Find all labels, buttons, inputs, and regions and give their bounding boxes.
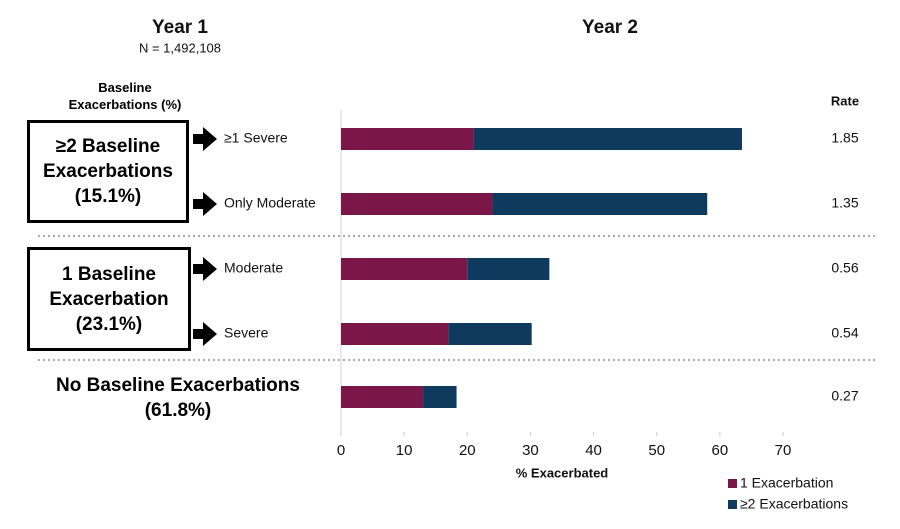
header-left-sub: N = 1,492,108 — [139, 40, 221, 55]
x-tick-label: 40 — [585, 442, 602, 459]
bar-segment — [341, 193, 493, 215]
legend-swatch — [728, 500, 737, 509]
group-box: ≥2 Baseline Exacerbations (15.1%) — [27, 120, 189, 223]
header-left: Year 1 — [152, 17, 208, 38]
x-tick-label: 60 — [712, 442, 729, 459]
bar-segment — [341, 323, 449, 345]
x-tick-label: 30 — [522, 442, 539, 459]
category-label: Only Moderate — [224, 195, 316, 211]
baseline-header: Baseline Exacerbations (%) — [68, 80, 182, 112]
bar-segment — [341, 258, 468, 280]
arrow — [193, 127, 217, 151]
rate-label: 0.27 — [831, 388, 858, 404]
group-box: 1 Baseline Exacerbation (23.1%) — [27, 247, 191, 351]
group-label: No Baseline Exacerbations (61.8%) — [56, 375, 300, 421]
bar-segment — [473, 128, 742, 150]
category-label: ≥1 Severe — [224, 130, 288, 146]
x-tick-label: 70 — [775, 442, 792, 459]
x-axis-label: % Exacerbated — [516, 465, 609, 480]
x-tick-label: 20 — [459, 442, 476, 459]
bar-segment — [467, 258, 550, 280]
arrows — [193, 127, 217, 346]
arrow — [193, 192, 217, 216]
x-tick-label: 50 — [648, 442, 665, 459]
bar-segment — [492, 193, 708, 215]
x-tick-label: 10 — [396, 442, 413, 459]
bar-segment — [341, 128, 474, 150]
rate-label: 1.35 — [831, 195, 858, 211]
category-label: Severe — [224, 325, 269, 341]
rate-label: 0.54 — [831, 325, 858, 341]
bar-segment — [448, 323, 532, 345]
legend-swatch — [728, 479, 737, 488]
category-label: Moderate — [224, 260, 283, 276]
rate-label: 1.85 — [831, 130, 858, 146]
arrow — [193, 322, 217, 346]
rate-label: 0.56 — [831, 260, 858, 276]
bar-segment — [341, 386, 424, 408]
header-right: Year 2 — [582, 17, 638, 38]
legend-label: 1 Exacerbation — [740, 475, 833, 491]
x-tick-label: 0 — [337, 442, 345, 459]
arrow — [193, 257, 217, 281]
legend-label: ≥2 Exacerbations — [740, 496, 848, 512]
bar-segment — [423, 386, 457, 408]
rate-header: Rate — [831, 93, 859, 108]
